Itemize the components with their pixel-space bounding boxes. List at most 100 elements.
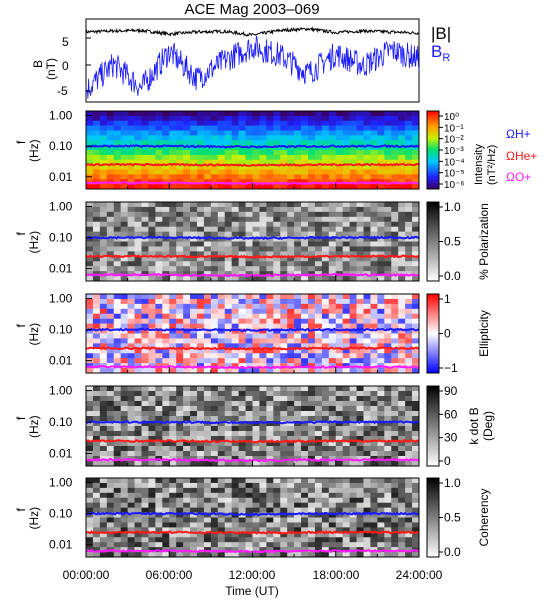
spectrogram-cell (120, 298, 128, 305)
spectrogram-cell (231, 358, 239, 364)
spectrogram-cell (113, 111, 121, 117)
spectrogram-cell (412, 338, 420, 344)
spectrogram-cell (384, 169, 392, 175)
spectrogram-cell (405, 206, 413, 213)
spectrogram-cell (321, 406, 330, 412)
spectrogram-cell (342, 169, 350, 175)
spectrogram-cell (141, 303, 149, 310)
spectrogram-cell (148, 502, 156, 508)
coherency-cbar-tick-label: 0.5 (444, 511, 461, 525)
spectrogram-cell (231, 456, 239, 462)
spectrogram-cell (231, 130, 239, 136)
spectrogram-cell (280, 111, 288, 117)
spectrogram-cell (183, 276, 191, 282)
spectrogram-cell (238, 492, 246, 499)
spectrogram-cell (335, 130, 343, 136)
spectrogram-cell (148, 441, 156, 447)
spectrogram-cell (148, 261, 156, 267)
spectrogram-cell (190, 266, 198, 272)
spectrogram-cell (155, 537, 163, 543)
legend-br: BR (431, 42, 450, 64)
spectrogram-cell (162, 421, 170, 427)
spectrogram-cell (328, 159, 337, 165)
spectrogram-cell (134, 308, 142, 315)
spectrogram-cell (349, 261, 357, 267)
spectrogram-cell (266, 271, 274, 277)
spectrogram-cell (210, 348, 219, 354)
spectrogram-cell (412, 527, 420, 533)
spectrogram-cell (169, 164, 177, 170)
spectrogram-cell (197, 478, 205, 484)
spectrogram-cell (252, 542, 260, 548)
spectrogram-cell (155, 436, 163, 442)
spectrogram-cell (217, 431, 226, 437)
spectrogram-cell (252, 522, 260, 528)
spectrogram-cell (294, 169, 302, 175)
spectrogram-cell (356, 358, 364, 364)
spectrogram-cell (391, 502, 399, 508)
spectrogram-cell (287, 461, 295, 467)
spectrogram-cell (259, 184, 267, 190)
kdotb-spectrogram-cells (86, 386, 420, 467)
spectrogram-cell (113, 416, 121, 422)
spectrogram-cell (224, 231, 232, 237)
spectrogram-cell (155, 276, 163, 282)
spectrogram-cell (308, 368, 316, 374)
spectrogram-cell (99, 328, 108, 334)
spectrogram-cell (224, 446, 232, 452)
spectrogram-cell (328, 542, 337, 548)
spectrogram-cell (176, 246, 184, 252)
spectrogram-cell (141, 446, 149, 452)
spectrogram-cell (176, 271, 184, 277)
spectrogram-cell (252, 426, 260, 432)
spectrogram-cell (266, 179, 274, 185)
spectrogram-cell (280, 313, 288, 319)
spectrogram-cell (301, 174, 309, 180)
spectrogram-cell (412, 159, 420, 165)
spectrogram-cell (113, 446, 121, 452)
spectrogram-cell (356, 169, 364, 175)
spectrogram-cell (190, 164, 198, 170)
spectrogram-cell (134, 202, 142, 208)
spectrogram-cell (148, 527, 156, 533)
spectrogram-cell (308, 308, 316, 315)
spectrogram-cell (398, 542, 406, 548)
spectrogram-cell (134, 115, 142, 122)
spectrogram-cell (412, 150, 420, 156)
spectrogram-cell (377, 338, 385, 344)
spectrogram-cell (328, 431, 337, 437)
spectrogram-cell (349, 451, 357, 457)
spectrogram-cell (252, 276, 260, 282)
spectrogram-cell (252, 298, 260, 305)
spectrogram-cell (280, 537, 288, 543)
spectrogram-cell (148, 482, 156, 489)
spectrogram-cell (259, 441, 267, 447)
spectrogram-cell (294, 461, 302, 467)
spectrogram-cell (134, 241, 142, 247)
spectrogram-cell (148, 343, 156, 349)
spectrogram-cell (259, 256, 267, 262)
spectrogram-cell (106, 492, 115, 499)
spectrogram-cell (287, 241, 295, 247)
spectrogram-cell (99, 431, 108, 437)
spectrogram-cell (148, 318, 156, 324)
spectrogram-cell (86, 401, 94, 407)
spectrogram-cell (197, 246, 205, 252)
spectrogram-cell (301, 276, 309, 282)
spectrogram-cell (266, 401, 274, 407)
spectrogram-cell (127, 294, 135, 300)
ellipticity-ytick-label: 1.00 (49, 292, 73, 306)
spectrogram-cell (183, 426, 191, 432)
spectrogram-cell (92, 391, 101, 397)
spectrogram-cell (224, 216, 232, 223)
spectrogram-cell (363, 537, 371, 543)
spectrogram-cell (412, 522, 420, 528)
spectrogram-cell (349, 542, 357, 548)
spectrogram-cell (412, 426, 420, 432)
spectrogram-cell (266, 386, 274, 392)
spectrogram-cell (398, 184, 406, 190)
spectrogram-cell (224, 298, 232, 305)
spectrogram-cell (162, 169, 170, 175)
spectrogram-cell (301, 120, 309, 126)
spectrogram-cell (273, 271, 281, 277)
